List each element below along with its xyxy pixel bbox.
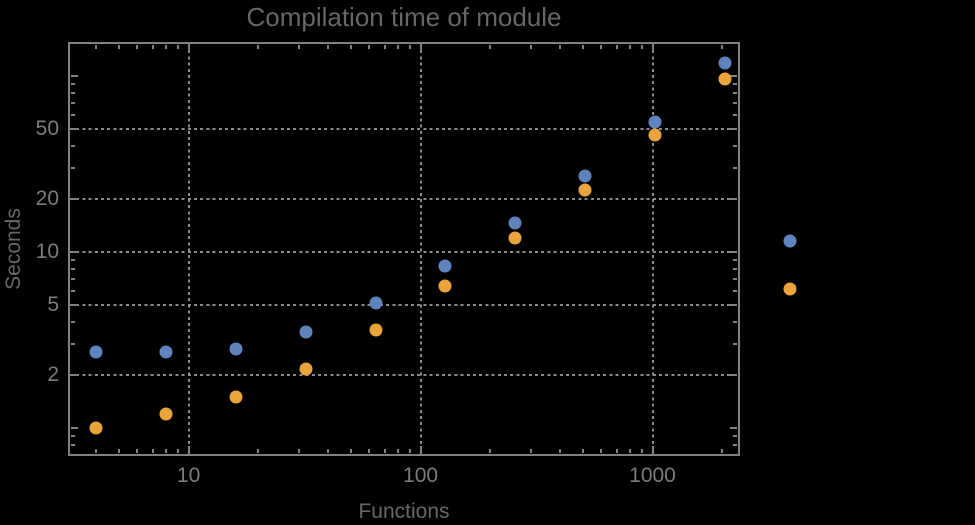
x-axis-label: Functions: [358, 500, 450, 523]
y-tick-label: 5: [47, 292, 59, 316]
chart-title: Compilation time of module: [246, 2, 562, 32]
y-tick-label: 2: [47, 362, 59, 386]
legend-marker-orange: [783, 282, 797, 296]
legend-marker-blue: [783, 234, 797, 248]
y-axis-label: Seconds: [2, 208, 25, 290]
x-tick-label: 10: [176, 464, 201, 487]
plot-frame: [68, 42, 740, 456]
y-tick-label: 50: [35, 116, 59, 140]
x-tick-label: 100: [403, 464, 439, 487]
x-tick-label: 1000: [629, 464, 676, 487]
